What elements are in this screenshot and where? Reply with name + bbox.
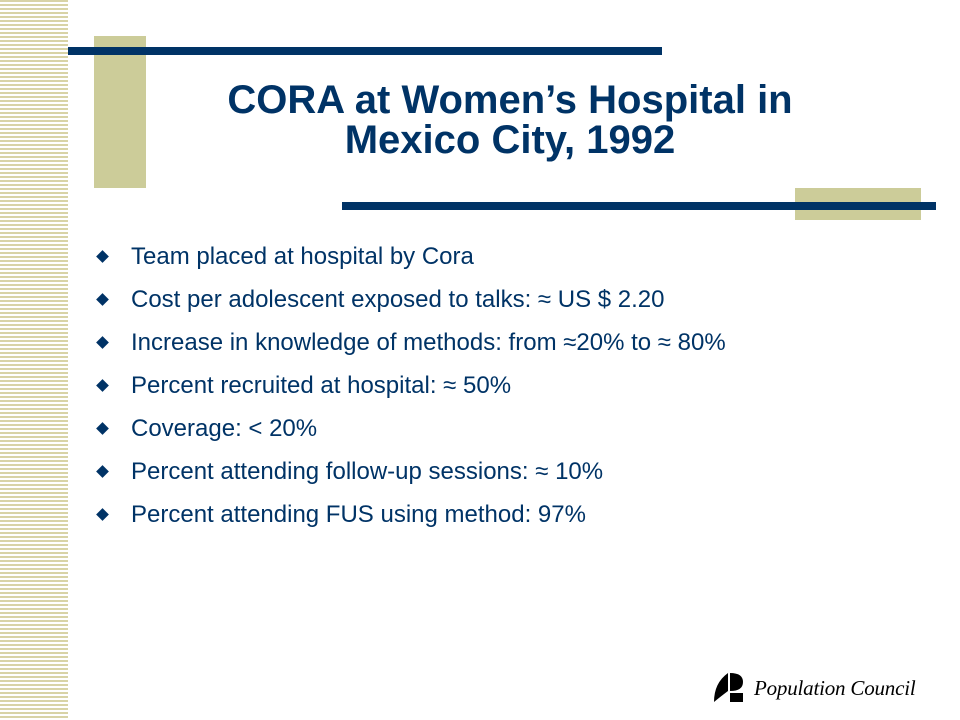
population-council-logo-icon xyxy=(714,673,743,702)
bullet-text: Percent recruited at hospital: ≈ 50% xyxy=(131,372,512,399)
bullet-item: Increase in knowledge of methods: from ≈… xyxy=(96,326,876,360)
diamond-bullet-icon xyxy=(96,422,109,435)
diamond-bullet-icon xyxy=(96,508,109,521)
bullet-text: Team placed at hospital by Cora xyxy=(131,243,474,270)
slide-title-line-1: CORA at Women’s Hospital in xyxy=(227,78,793,122)
diamond-bullet-icon xyxy=(96,336,109,349)
diamond-bullet-icon xyxy=(96,379,109,392)
bullet-text: Percent attending FUS using method: 97% xyxy=(131,501,586,528)
logo-text: Population Council xyxy=(754,675,916,700)
bullet-text: Percent attending follow-up sessions: ≈ … xyxy=(131,458,604,485)
bullet-text: Increase in knowledge of methods: from ≈… xyxy=(131,329,726,356)
population-council-logo: Population Council xyxy=(712,671,916,705)
bullet-item: Percent attending follow-up sessions: ≈ … xyxy=(96,455,876,489)
decorative-bar-top xyxy=(68,47,662,55)
decorative-tan-block-left xyxy=(94,36,146,188)
bullet-text: Cost per adolescent exposed to talks: ≈ … xyxy=(131,286,665,313)
bullet-item: Percent recruited at hospital: ≈ 50% xyxy=(96,369,876,403)
diamond-bullet-icon xyxy=(96,250,109,263)
bullet-item: Percent attending FUS using method: 97% xyxy=(96,498,876,532)
bullet-item: Cost per adolescent exposed to talks: ≈ … xyxy=(96,283,876,317)
bullet-item: Team placed at hospital by Cora xyxy=(96,240,876,274)
slide-title-line-2: Mexico City, 1992 xyxy=(344,118,676,162)
bullet-text: Coverage: < 20% xyxy=(131,415,318,442)
decorative-bar-bottom xyxy=(342,202,936,210)
bullet-list: Team placed at hospital by Cora Cost per… xyxy=(96,240,876,541)
diamond-bullet-icon xyxy=(96,293,109,306)
diamond-bullet-icon xyxy=(96,465,109,478)
slide-title: CORA at Women’s Hospital in Mexico City,… xyxy=(150,80,870,160)
striped-left-border xyxy=(0,0,68,720)
bullet-item: Coverage: < 20% xyxy=(96,412,876,446)
